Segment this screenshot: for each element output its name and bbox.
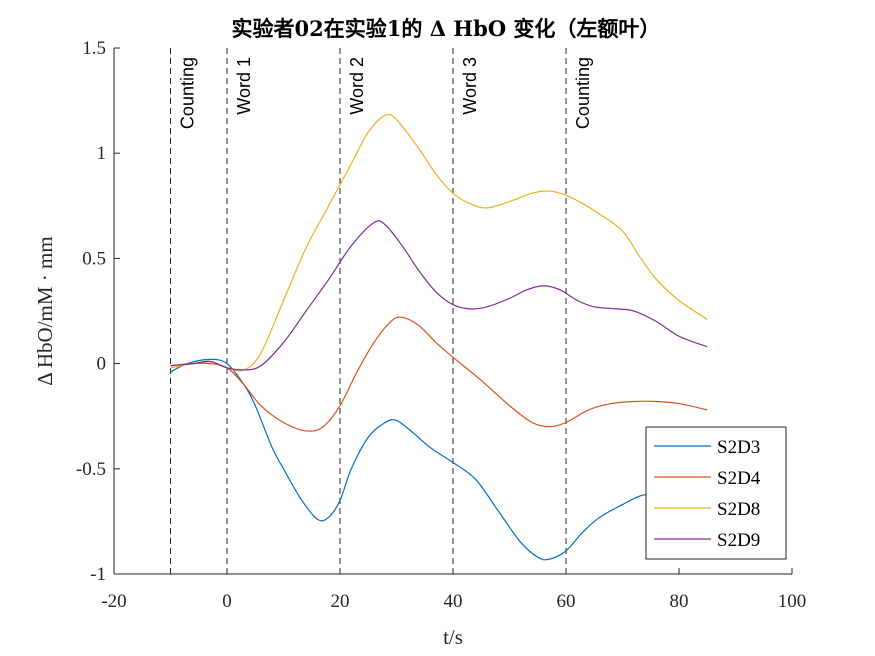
chart-title: 实验者02在实验1的 Δ HbO 变化（左额叶） <box>232 16 661 41</box>
x-tick-label: 100 <box>778 591 807 612</box>
y-tick-label: 1 <box>97 143 107 164</box>
data-series <box>170 113 708 561</box>
event-label: Word 2 <box>347 57 367 115</box>
y-tick-label: 0 <box>97 354 107 375</box>
axes: -20 0 20 40 60 80 100 -1 -0.5 0 0.5 1 1.5 <box>76 38 806 612</box>
event-label: Word 1 <box>234 57 254 115</box>
legend-label: S2D3 <box>717 437 760 458</box>
legend-label: S2D9 <box>717 530 760 551</box>
x-tick-label: 60 <box>557 591 576 612</box>
x-axis-label: t/s <box>443 625 463 649</box>
event-lines: Counting Word 1 Word 2 Word 3 Counting <box>170 48 593 574</box>
x-tick-label: 40 <box>444 591 463 612</box>
legend: S2D3 S2D4 S2D8 S2D9 <box>645 426 787 560</box>
series-line-s2d9 <box>170 220 708 371</box>
y-axis-label: Δ HbO/mM · mm <box>33 236 57 385</box>
x-tick-label: 80 <box>670 591 689 612</box>
legend-label: S2D4 <box>717 468 761 489</box>
y-tick-label: 1.5 <box>82 38 106 59</box>
legend-box <box>645 426 787 560</box>
x-tick-label: -20 <box>101 591 126 612</box>
series-line-s2d8 <box>170 113 708 372</box>
x-tick-label: 20 <box>331 591 350 612</box>
x-tick-label: 0 <box>222 591 232 612</box>
y-tick-label: 0.5 <box>82 248 106 269</box>
y-tick-label: -0.5 <box>76 459 106 480</box>
series-line-s2d3 <box>170 358 651 561</box>
series-line-s2d4 <box>170 316 708 432</box>
y-tick-label: -1 <box>90 564 106 585</box>
event-label: Counting <box>178 57 198 129</box>
event-label: Counting <box>573 57 593 129</box>
legend-label: S2D8 <box>717 499 760 520</box>
event-label: Word 3 <box>460 57 480 115</box>
